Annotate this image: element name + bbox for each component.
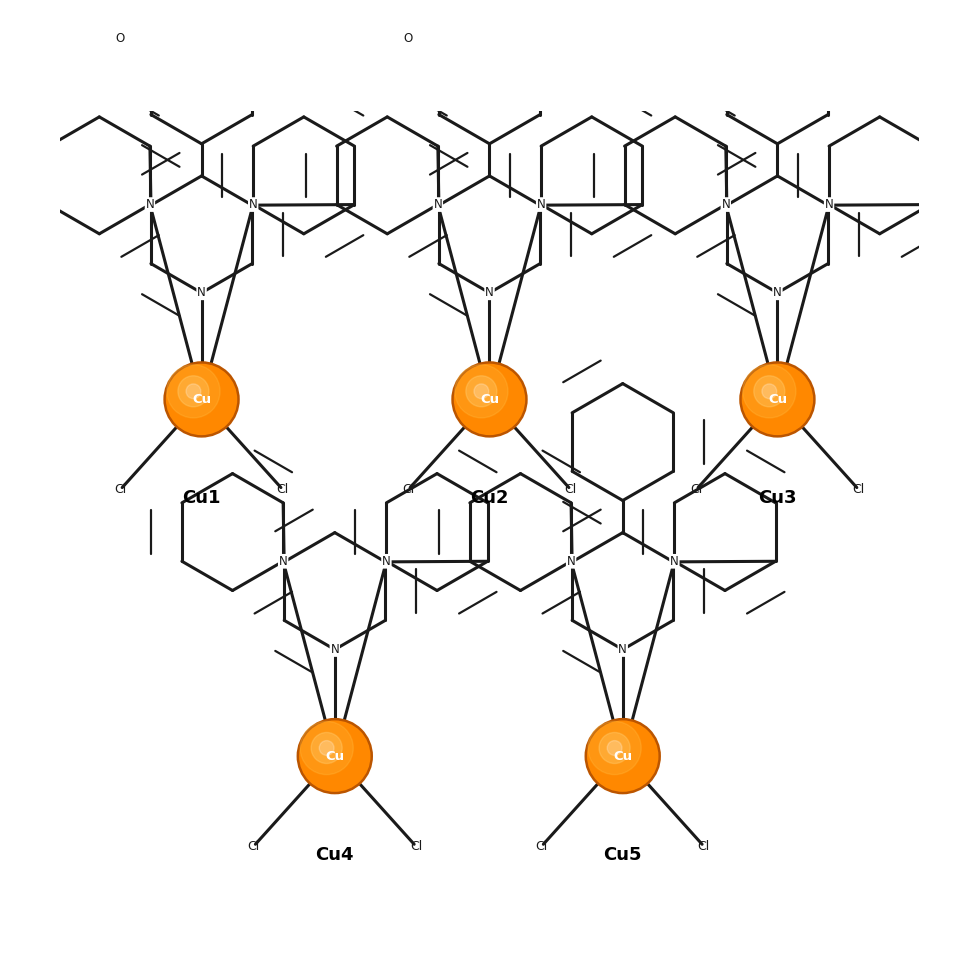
Text: Cl: Cl xyxy=(402,483,414,496)
Text: Cl: Cl xyxy=(247,840,259,853)
Circle shape xyxy=(466,376,497,407)
Text: Cl: Cl xyxy=(410,840,422,853)
Text: Cl: Cl xyxy=(852,483,864,496)
Circle shape xyxy=(455,365,508,418)
Text: Cl: Cl xyxy=(697,840,709,853)
Text: Cl: Cl xyxy=(114,483,126,496)
Text: Cu: Cu xyxy=(479,393,499,406)
Circle shape xyxy=(319,741,333,755)
Circle shape xyxy=(164,362,239,436)
Text: Cl: Cl xyxy=(276,483,289,496)
Text: Cl: Cl xyxy=(564,483,576,496)
Text: N: N xyxy=(381,554,390,568)
Circle shape xyxy=(599,732,630,763)
Text: N: N xyxy=(248,198,257,211)
Text: Cu: Cu xyxy=(325,750,344,762)
Circle shape xyxy=(585,720,659,793)
Circle shape xyxy=(473,384,488,399)
Circle shape xyxy=(761,384,776,399)
Text: N: N xyxy=(279,554,288,568)
Circle shape xyxy=(739,362,814,436)
Text: Cu: Cu xyxy=(767,393,786,406)
Text: N: N xyxy=(618,643,627,656)
Circle shape xyxy=(452,362,526,436)
Circle shape xyxy=(297,720,372,793)
Text: N: N xyxy=(146,198,155,211)
Text: N: N xyxy=(823,198,832,211)
Text: O: O xyxy=(403,32,412,45)
Text: N: N xyxy=(536,198,545,211)
Circle shape xyxy=(299,721,353,775)
Text: N: N xyxy=(566,554,575,568)
Text: Cu1: Cu1 xyxy=(182,489,221,507)
Text: N: N xyxy=(669,554,678,568)
Circle shape xyxy=(606,741,621,755)
Circle shape xyxy=(311,732,342,763)
Text: Cu: Cu xyxy=(612,750,632,762)
Text: N: N xyxy=(485,286,493,299)
Text: Cl: Cl xyxy=(689,483,702,496)
Circle shape xyxy=(742,365,795,418)
Circle shape xyxy=(753,376,784,407)
Text: Cu3: Cu3 xyxy=(757,489,796,507)
Text: N: N xyxy=(721,198,730,211)
Text: Cu2: Cu2 xyxy=(469,489,509,507)
Text: N: N xyxy=(433,198,442,211)
Text: Cu: Cu xyxy=(192,393,211,406)
Circle shape xyxy=(166,365,220,418)
Circle shape xyxy=(588,721,641,775)
Text: Cl: Cl xyxy=(535,840,548,853)
Text: O: O xyxy=(115,32,124,45)
Text: N: N xyxy=(197,286,205,299)
Circle shape xyxy=(186,384,200,399)
Text: Cu4: Cu4 xyxy=(315,846,354,864)
Text: Cu5: Cu5 xyxy=(602,846,642,864)
Circle shape xyxy=(178,376,208,407)
Text: N: N xyxy=(773,286,781,299)
Text: N: N xyxy=(330,643,338,656)
